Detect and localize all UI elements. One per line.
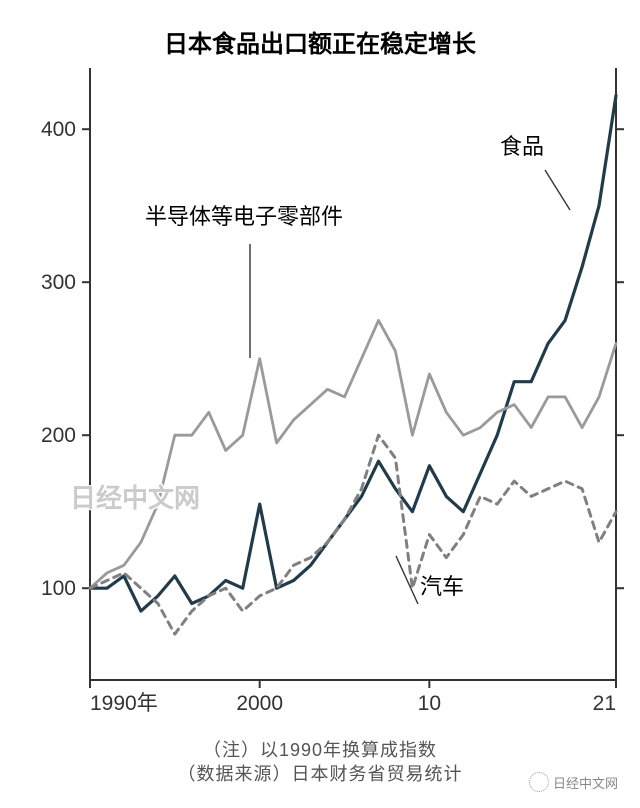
x-tick-label: 10 bbox=[418, 692, 441, 715]
footnote-line-1: （注）以1990年换算成指数 bbox=[0, 736, 640, 762]
y-tick-label: 100 bbox=[41, 577, 76, 600]
series-label-food: 食品 bbox=[500, 134, 544, 159]
chart-title: 日本食品出口额正在稳定增长 bbox=[0, 24, 640, 59]
series-label-semiconductor: 半导体等电子零部件 bbox=[145, 204, 343, 229]
y-tick-label: 300 bbox=[41, 271, 76, 294]
series-semiconductor bbox=[90, 320, 616, 588]
x-tick-label: 2000 bbox=[236, 692, 283, 715]
y-tick-label: 200 bbox=[41, 424, 76, 447]
x-tick-label: 21 bbox=[593, 692, 616, 715]
logo-icon bbox=[529, 772, 549, 792]
source-logo-text: 日经中文网 bbox=[553, 773, 618, 792]
y-tick-label: 400 bbox=[41, 118, 76, 141]
line-chart: 100 200 300 400 1990年 2000 10 21 食品半导体等电子零部件汽车 bbox=[0, 0, 640, 808]
leader-line-food bbox=[545, 170, 570, 210]
series-food bbox=[90, 96, 616, 612]
source-logo: 日经中文网 bbox=[529, 772, 618, 792]
series-label-auto: 汽车 bbox=[420, 574, 464, 599]
x-tick-label: 1990年 bbox=[90, 692, 158, 715]
